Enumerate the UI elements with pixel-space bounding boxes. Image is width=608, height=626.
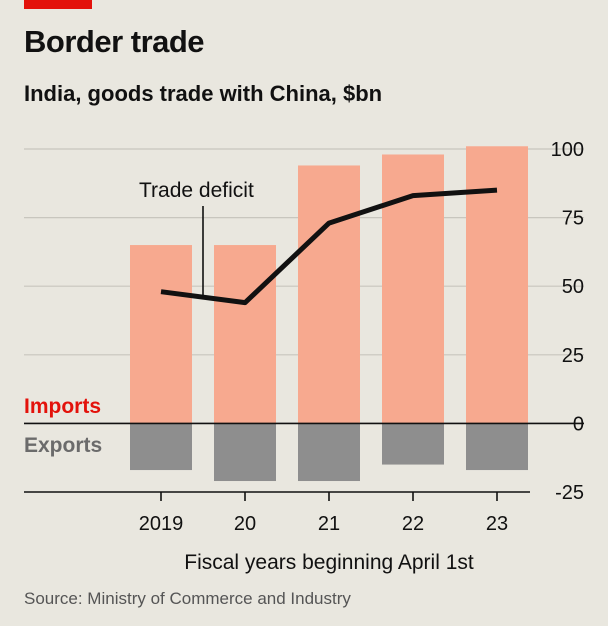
imports-bar-20 — [214, 245, 276, 424]
labels: Imports Exports Trade deficit Fiscal yea… — [24, 179, 474, 574]
x-tick-label-23: 23 — [486, 513, 508, 535]
imports-bar-21 — [298, 165, 360, 424]
imports-bar-22 — [382, 154, 444, 424]
exports-bar-20 — [214, 423, 276, 482]
y-tick-label--25: -25 — [555, 482, 584, 504]
annotation-trade-deficit: Trade deficit — [139, 179, 254, 202]
imports-bar-2019 — [130, 245, 192, 424]
x-tick-label-20: 20 — [234, 513, 256, 535]
axes: 100 75 50 25 0 -25 2019 20 21 22 23 — [24, 139, 584, 535]
x-tick-label-2019: 2019 — [139, 513, 184, 535]
legend-imports-label: Imports — [24, 395, 101, 418]
bars — [130, 146, 528, 482]
x-axis-title: Fiscal years beginning April 1st — [184, 551, 474, 574]
legend-exports-label: Exports — [24, 434, 102, 457]
trade-deficit-line — [160, 187, 498, 306]
y-tick-label-100: 100 — [551, 139, 584, 161]
x-tick-label-22: 22 — [402, 513, 424, 535]
y-tick-label-25: 25 — [562, 345, 584, 367]
x-tick-label-21: 21 — [318, 513, 340, 535]
chart-title: Border trade — [24, 24, 205, 59]
source-note: Source: Ministry of Commerce and Industr… — [24, 589, 351, 608]
brand-red-tag — [24, 0, 92, 9]
y-tick-label-0: 0 — [573, 413, 584, 435]
chart-subtitle: India, goods trade with China, $bn — [24, 81, 383, 106]
y-tick-label-75: 75 — [562, 208, 584, 230]
exports-bar-22 — [382, 423, 444, 465]
exports-bar-23 — [466, 423, 528, 471]
imports-bar-23 — [466, 146, 528, 424]
exports-bar-2019 — [130, 423, 192, 471]
deficit-series — [160, 187, 498, 306]
y-tick-label-50: 50 — [562, 276, 584, 298]
exports-bar-21 — [298, 423, 360, 482]
